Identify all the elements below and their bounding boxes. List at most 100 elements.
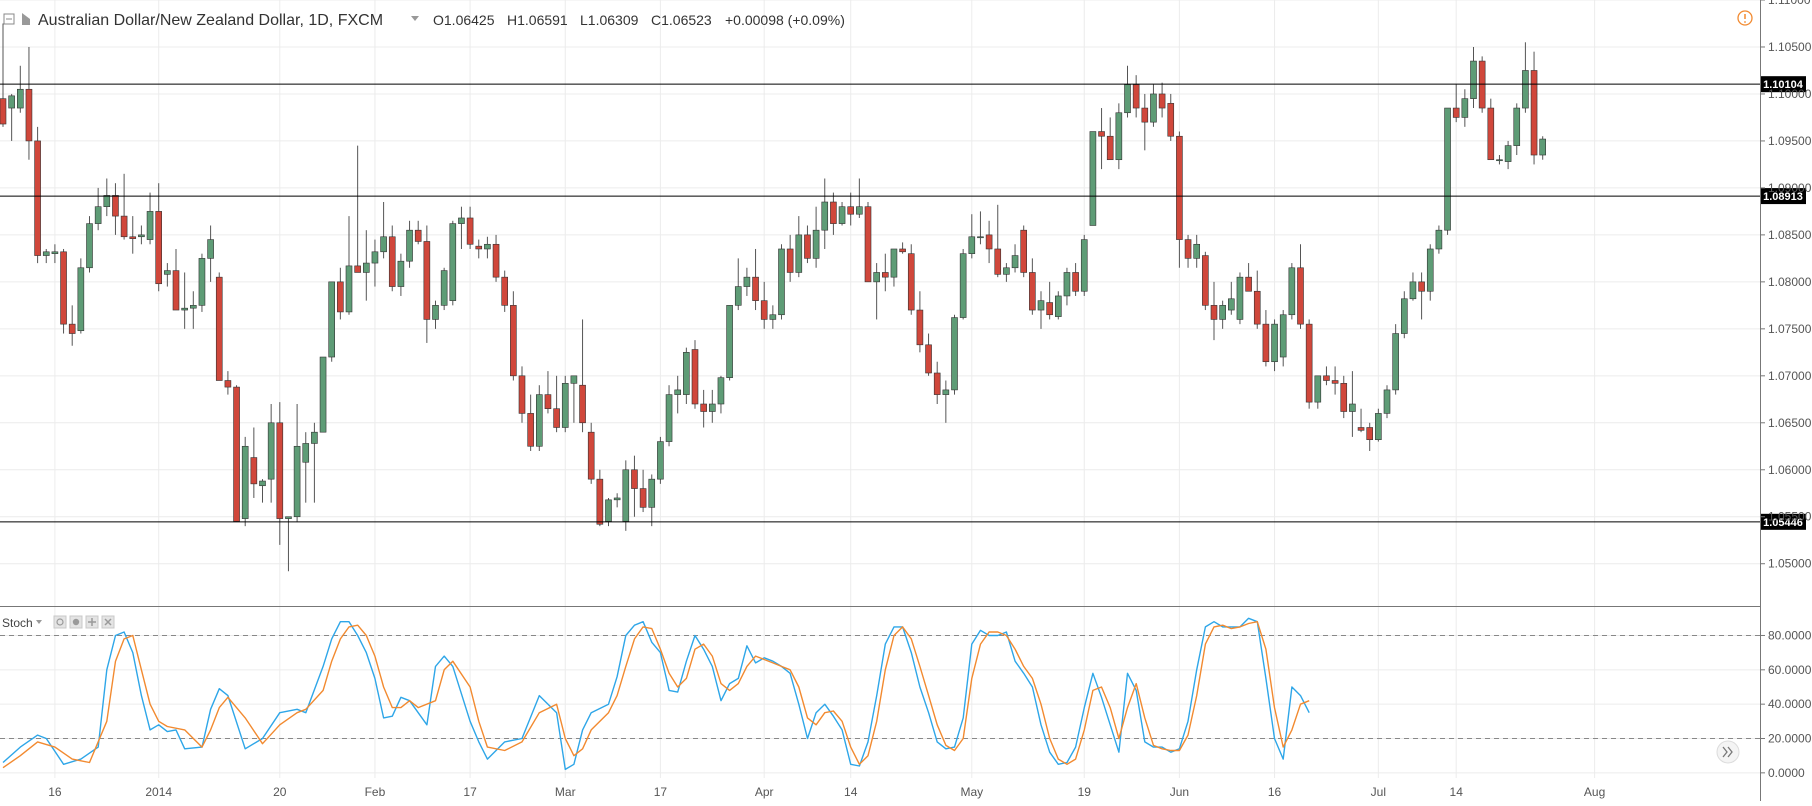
- candle-body: [1435, 229, 1443, 250]
- price-tick-label: 1.10000: [1768, 87, 1812, 101]
- price-tick-label: 1.07500: [1768, 322, 1812, 336]
- candle-body: [388, 236, 396, 287]
- candle-body: [838, 206, 846, 224]
- candle-up: [1444, 107, 1451, 235]
- candle-up: [371, 239, 379, 287]
- candle-body: [674, 389, 682, 395]
- candle-body: [812, 229, 820, 259]
- symbol-title[interactable]: Australian Dollar/New Zealand Dollar, 1D…: [38, 12, 383, 29]
- candle-up: [648, 474, 656, 527]
- candle-up: [1089, 131, 1097, 226]
- candle-up: [181, 272, 188, 329]
- candle-body: [648, 478, 656, 508]
- candle-up: [362, 230, 370, 301]
- candle-body: [86, 223, 93, 269]
- candle-body: [933, 372, 941, 395]
- candle-body: [1236, 276, 1244, 320]
- candle-body: [1219, 305, 1226, 320]
- candle-body: [1452, 107, 1460, 118]
- candle-down: [1297, 244, 1304, 329]
- stoch-dropdown-icon[interactable]: [36, 620, 42, 624]
- candle-down: [700, 389, 707, 428]
- candle-body: [1046, 302, 1053, 316]
- stoch-tick-label: 60.0000: [1768, 663, 1812, 677]
- candle-body: [94, 206, 102, 224]
- candle-down: [830, 192, 837, 235]
- candle-body: [8, 95, 15, 109]
- collapse-icon[interactable]: [3, 13, 15, 25]
- candle-up: [674, 375, 682, 414]
- candle-body: [440, 270, 448, 306]
- candle-down: [553, 375, 560, 433]
- candle-body: [362, 262, 370, 273]
- candle-down: [587, 422, 595, 484]
- candle-up: [51, 244, 59, 264]
- candle-body: [1011, 255, 1019, 269]
- candle-body: [1392, 333, 1399, 391]
- candle-body: [769, 314, 777, 320]
- candle-up: [1288, 263, 1296, 320]
- candle-up: [1236, 272, 1244, 325]
- candle-body: [267, 422, 275, 480]
- date-tick-label: 16: [1268, 785, 1282, 799]
- candle-up: [8, 93, 15, 141]
- stoch-legend: Stoch: [2, 615, 115, 630]
- candle-down: [518, 366, 526, 423]
- candle-body: [1150, 93, 1157, 123]
- candle-body: [1513, 107, 1521, 146]
- candle-down: [0, 23, 7, 127]
- candle-down: [112, 183, 119, 235]
- candle-body: [596, 478, 604, 525]
- scroll-right-icon[interactable]: [1716, 740, 1740, 764]
- candle-body: [683, 352, 690, 395]
- candle-up: [1496, 155, 1503, 165]
- candle-up: [198, 253, 206, 312]
- candle-up: [778, 244, 785, 320]
- candle-body: [1098, 131, 1105, 137]
- candle-down: [276, 402, 284, 545]
- candle-body: [77, 267, 85, 332]
- candle-up: [1383, 385, 1391, 419]
- candle-body: [856, 206, 863, 215]
- candles: [0, 23, 1546, 572]
- candle-up: [458, 206, 465, 249]
- candle-body: [942, 389, 950, 395]
- chart-legend: Australian Dollar/New Zealand Dollar, 1D…: [3, 12, 845, 29]
- candle-body: [535, 394, 543, 447]
- date-tick-label: May: [960, 785, 983, 799]
- candle-body: [985, 234, 993, 250]
- candle-up: [1037, 291, 1045, 329]
- candle-body: [1184, 239, 1192, 259]
- candle-body: [691, 349, 699, 405]
- candle-body: [1375, 413, 1382, 441]
- candle-up: [977, 211, 984, 245]
- candle-body: [458, 217, 465, 224]
- date-tick-label: Apr: [755, 785, 774, 799]
- candle-body: [311, 431, 318, 444]
- candle-down: [1167, 93, 1175, 141]
- candle-body: [414, 229, 422, 242]
- candle-down: [1141, 93, 1149, 151]
- stoch-tick-label: 80.0000: [1768, 628, 1812, 642]
- stoch-settings-icon[interactable]: [53, 615, 67, 629]
- price-tag: [1761, 76, 1806, 93]
- candle-up: [16, 65, 24, 113]
- candle-up: [302, 432, 310, 503]
- candle-body: [1063, 272, 1071, 297]
- candle-body: [345, 265, 353, 313]
- ohlc-low: L1.06309: [580, 12, 639, 28]
- candle-body: [821, 201, 829, 231]
- candle-body: [1539, 138, 1546, 156]
- stoch-title[interactable]: Stoch: [2, 616, 33, 630]
- dropdown-icon[interactable]: [411, 16, 419, 21]
- candle-body: [1167, 103, 1175, 137]
- candle-up: [1435, 225, 1443, 254]
- candle-up: [1193, 234, 1200, 268]
- candle-down: [804, 225, 811, 264]
- candle-down: [68, 305, 76, 346]
- alert-icon[interactable]: [1737, 10, 1753, 26]
- date-tick-label: Aug: [1584, 785, 1605, 799]
- candle-body: [916, 309, 924, 346]
- candle-down: [1418, 272, 1425, 320]
